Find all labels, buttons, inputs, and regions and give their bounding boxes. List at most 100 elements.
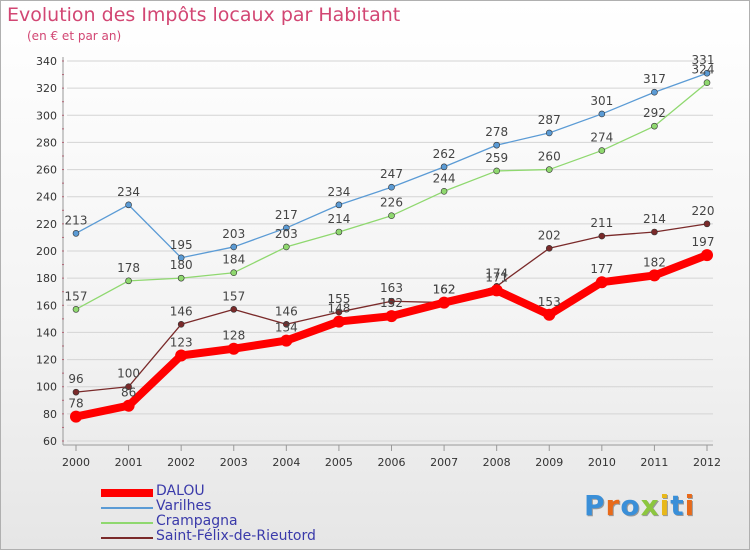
legend-label-crampagna: Crampagna (156, 513, 238, 529)
data-point-1-4 (283, 224, 290, 232)
data-label-1-5: 234 (327, 185, 350, 199)
data-point-1-1 (125, 201, 132, 209)
y-tick-label-260: 260 (36, 164, 57, 177)
x-tick-label-2000: 2000 (62, 456, 90, 469)
data-point-2-4 (283, 243, 290, 251)
data-point-1-7 (440, 163, 448, 171)
x-tick-label-2009: 2009 (535, 456, 563, 469)
legend-label-dalou: DALOU (156, 483, 205, 499)
data-point-3-0 (72, 388, 80, 396)
data-label-3-10: 211 (590, 216, 613, 230)
data-point-3-3 (230, 306, 238, 313)
data-label-2-12: 324 (692, 63, 715, 77)
x-tick-label-2008: 2008 (483, 456, 511, 469)
y-tick-label-100: 100 (36, 381, 57, 394)
legend-item-varilhes[interactable]: Varilhes (101, 498, 361, 515)
data-label-2-10: 274 (590, 131, 613, 145)
data-point-1-0 (72, 230, 80, 237)
data-label-1-1: 234 (117, 185, 140, 199)
data-label-2-6: 226 (380, 196, 403, 210)
y-tick-label-340: 340 (36, 55, 57, 68)
data-point-2-2 (177, 274, 185, 282)
data-point-1-5 (335, 201, 343, 209)
y-tick-label-80: 80 (43, 408, 57, 421)
x-tick-label-2010: 2010 (588, 456, 616, 469)
legend-swatch-varilhes (101, 507, 153, 509)
data-label-3-0: 96 (68, 372, 83, 386)
legend-label-saint-felix: Saint-Félix-de-Rieutord (156, 528, 316, 544)
data-label-3-9: 202 (538, 228, 561, 242)
data-label-0-0: 78 (68, 397, 83, 411)
legend-swatch-crampagna (101, 522, 153, 524)
data-label-3-8: 174 (485, 266, 508, 280)
data-labels: 213 234 195 203 217 234 247 262 278 287 301 317 331 1… (65, 53, 715, 410)
data-point-0-12 (701, 249, 713, 262)
x-tick-label-2011: 2011 (640, 456, 668, 469)
y-tick-label-120: 120 (36, 354, 57, 367)
data-point-0-11 (648, 269, 661, 282)
x-tick-label-2003: 2003 (220, 456, 248, 469)
data-point-0-2 (175, 349, 188, 362)
data-label-2-0: 157 (65, 289, 88, 303)
legend-item-saint-felix[interactable]: Saint-Félix-de-Rieutord (101, 528, 361, 545)
x-tick-label-2002: 2002 (167, 456, 195, 469)
x-tick-label-2005: 2005 (325, 456, 353, 469)
data-label-3-11: 214 (643, 212, 666, 226)
data-label-3-6: 163 (380, 281, 403, 295)
data-label-0-2: 123 (170, 336, 193, 350)
data-label-0-10: 177 (590, 262, 613, 276)
y-tick-label-200: 200 (36, 245, 57, 258)
data-label-3-3: 157 (222, 289, 245, 303)
data-point-3-10 (598, 232, 606, 240)
legend-swatch-dalou (101, 489, 153, 497)
legend-label-varilhes: Varilhes (156, 498, 212, 514)
axes: 60 80 100 120 140 160 180 200 220 240 260 280 300 320… (36, 55, 721, 469)
x-tick-label-2004: 2004 (272, 456, 300, 469)
data-label-0-6: 152 (380, 296, 403, 310)
legend-swatch-saint-felix (101, 537, 153, 539)
data-label-1-7: 262 (433, 147, 456, 161)
data-label-1-3: 203 (222, 227, 245, 241)
data-label-3-2: 146 (170, 304, 193, 318)
data-label-0-3: 128 (222, 329, 245, 343)
data-label-0-7: 162 (433, 283, 456, 297)
data-point-2-6 (388, 212, 395, 220)
data-label-0-1: 86 (121, 386, 136, 400)
data-label-0-9: 153 (538, 295, 561, 309)
data-point-3-1 (125, 383, 132, 391)
y-tick-label-320: 320 (36, 82, 57, 95)
data-point-2-9 (545, 166, 553, 173)
data-label-0-12: 197 (692, 235, 715, 249)
data-point-3-9 (545, 244, 553, 252)
data-label-3-4: 146 (275, 304, 298, 318)
legend-item-crampagna[interactable]: Crampagna (101, 513, 361, 530)
data-point-2-12 (703, 79, 711, 87)
x-tick-label-2001: 2001 (115, 456, 143, 469)
y-tick-label-300: 300 (36, 109, 57, 122)
series-layer (70, 69, 713, 423)
data-label-1-12: 331 (692, 53, 715, 67)
data-label-3-5: 155 (327, 292, 350, 306)
data-point-2-0 (72, 306, 80, 313)
data-point-0-9 (543, 308, 556, 321)
data-point-0-3 (227, 342, 240, 355)
x-tick-label-2012: 2012 (693, 456, 721, 469)
chart-title: Evolution des Impôts locaux par Habitant (7, 4, 401, 26)
data-label-2-2: 180 (170, 258, 193, 272)
data-point-1-8 (493, 141, 500, 149)
data-point-0-5 (332, 315, 345, 328)
data-label-3-12: 220 (692, 204, 715, 218)
data-label-2-1: 178 (117, 261, 140, 275)
y-tick-label-60: 60 (43, 435, 57, 448)
data-point-1-12 (703, 69, 711, 77)
data-label-2-7: 244 (433, 171, 456, 185)
data-point-3-12 (703, 220, 711, 228)
data-point-0-0 (70, 410, 82, 423)
y-tick-label-180: 180 (36, 272, 57, 285)
x-tick-label-2006: 2006 (378, 456, 406, 469)
data-label-1-6: 247 (380, 167, 403, 181)
data-label-2-5: 214 (327, 212, 350, 226)
legend-item-dalou[interactable]: DALOU (101, 483, 361, 500)
